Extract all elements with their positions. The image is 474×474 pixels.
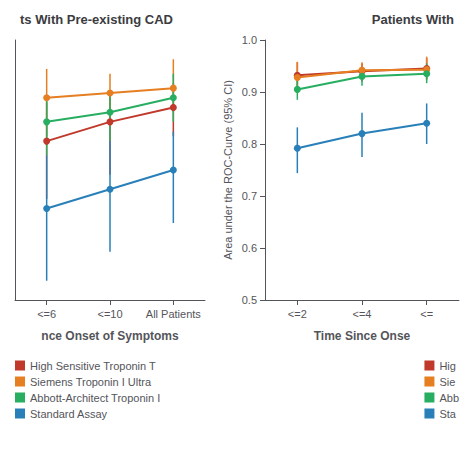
svg-text:Abb: Abb <box>439 392 459 404</box>
svg-text:0.5: 0.5 <box>242 294 257 306</box>
svg-text:<=4: <=4 <box>353 308 372 320</box>
svg-text:ts With Pre-existing CAD: ts With Pre-existing CAD <box>20 12 173 27</box>
svg-text:<=10: <=10 <box>97 308 122 320</box>
svg-text:<=2: <=2 <box>288 308 307 320</box>
svg-text:Standard Assay: Standard Assay <box>30 408 108 420</box>
svg-text:Hig: Hig <box>439 360 456 372</box>
svg-text:Patients With: Patients With <box>372 12 454 27</box>
svg-text:0.7: 0.7 <box>242 190 257 202</box>
svg-text:1.0: 1.0 <box>242 34 257 46</box>
svg-text:0.9: 0.9 <box>242 86 257 98</box>
svg-text:High Sensitive Troponin T: High Sensitive Troponin T <box>30 360 156 372</box>
svg-text:Siemens Troponin I Ultra: Siemens Troponin I Ultra <box>30 376 152 388</box>
svg-text:Sta: Sta <box>439 408 456 420</box>
svg-text:Area under the ROC-Curve (95%: Area under the ROC-Curve (95% CI) <box>222 80 234 260</box>
svg-text:Abbott-Architect Troponin I: Abbott-Architect Troponin I <box>30 392 160 404</box>
svg-text:<=6: <=6 <box>37 308 56 320</box>
svg-text:Time Since Onse: Time Since Onse <box>314 329 411 343</box>
svg-text:All Patients: All Patients <box>146 308 202 320</box>
svg-text:0.6: 0.6 <box>242 242 257 254</box>
svg-text:nce Onset of Symptoms: nce Onset of Symptoms <box>41 329 179 343</box>
svg-text:0.8: 0.8 <box>242 138 257 150</box>
svg-text:<=: <= <box>420 308 433 320</box>
svg-text:Sie: Sie <box>439 376 455 388</box>
